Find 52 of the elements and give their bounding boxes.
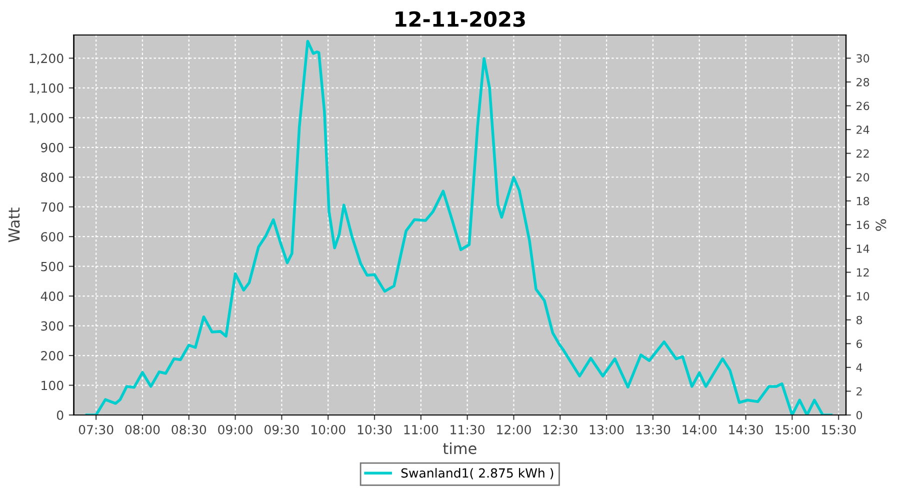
y-tick-label: 600 xyxy=(41,232,64,242)
x-tick-label: 14:00 xyxy=(682,424,717,434)
y2-tick-label: 12 xyxy=(856,268,869,276)
x-tick-label: 09:30 xyxy=(264,424,299,434)
y2-tick-label: 4 xyxy=(856,364,862,372)
y-tick-label: 1,000 xyxy=(30,113,64,124)
y-tick-label: 200 xyxy=(41,351,64,360)
y2-tick-label: 8 xyxy=(856,316,862,324)
y2-tick-label: 28 xyxy=(856,78,870,86)
x-tick-label: 12:30 xyxy=(544,424,578,434)
x-tick-label: 14:30 xyxy=(729,424,763,434)
y-tick-label: 400 xyxy=(40,292,64,301)
x-axis-title: time xyxy=(443,442,476,454)
y2-tick-label: 14 xyxy=(856,244,870,253)
y-tick-label: 100 xyxy=(42,380,64,390)
y-tick-label: 300 xyxy=(41,321,64,331)
x-tick-label: 10:30 xyxy=(358,424,392,434)
x-tick-label: 11:30 xyxy=(450,424,485,434)
y2-tick-label: 26 xyxy=(856,102,870,110)
y2-tick-label: 18 xyxy=(856,196,870,206)
x-tick-label: 15:30 xyxy=(822,424,856,434)
x-tick-label: 11:00 xyxy=(404,424,438,434)
line-series xyxy=(85,40,833,415)
x-tick-label: 10:00 xyxy=(311,424,346,434)
y2-tick-label: 22 xyxy=(856,149,869,158)
y2-axis-title: % xyxy=(876,219,886,231)
y-tick-label: 1,200 xyxy=(30,54,64,64)
x-tick-label: 08:30 xyxy=(172,424,206,434)
y-axis-title: Watt xyxy=(8,208,20,242)
y-tick-label: 0 xyxy=(56,410,64,420)
x-tick-label: 09:00 xyxy=(218,424,252,434)
y-tick-label: 1,100 xyxy=(30,83,64,94)
y2-tick-label: 24 xyxy=(856,126,870,134)
y2-tick-label: 16 xyxy=(856,220,870,230)
y2-tick-label: 0 xyxy=(856,410,862,420)
x-tick-label: 12:00 xyxy=(497,424,531,434)
x-tick-label: 07:30 xyxy=(78,424,114,434)
y2-tick-label: 20 xyxy=(856,173,870,182)
y-tick-label: 700 xyxy=(41,202,64,212)
x-tick-label: 08:00 xyxy=(125,424,160,434)
x-tick-label: 13:30 xyxy=(636,424,670,434)
y-tick-label: 500 xyxy=(41,262,64,272)
chart-title: 12-11-2023 xyxy=(396,11,525,27)
y-tick-label: 800 xyxy=(41,172,64,182)
y-tick-label: 900 xyxy=(41,142,64,152)
y2-tick-label: 30 xyxy=(856,54,870,63)
legend-label: Swanland1( 2.875 kWh ) xyxy=(401,468,554,480)
y2-tick-label: 6 xyxy=(856,340,862,348)
x-tick-label: 15:00 xyxy=(776,424,810,434)
x-tick-label: 13:00 xyxy=(590,424,624,434)
y2-tick-label: 10 xyxy=(856,292,870,300)
y2-tick-label: 2 xyxy=(856,387,862,396)
